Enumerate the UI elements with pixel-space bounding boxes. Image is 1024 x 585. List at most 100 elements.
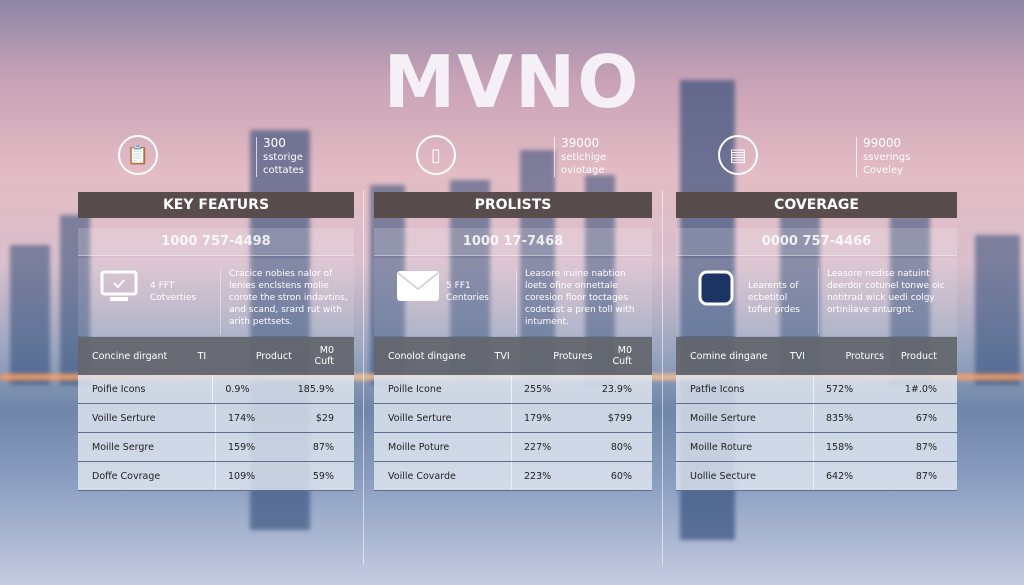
table-cell: 87%	[915, 441, 937, 453]
table-cell: 642%	[826, 470, 854, 482]
column-header[interactable]: Comine dingane	[690, 350, 768, 362]
table-cell: Moille Sergre	[78, 433, 216, 461]
envelope-icon	[396, 270, 440, 306]
clipboard-icon: 📋	[118, 135, 158, 175]
column-header[interactable]: Conolot dingane	[388, 350, 466, 362]
feature-row: 5 FF1 Centories Leasore iruine nabtion lo…	[374, 258, 652, 336]
stat-label: sstorige	[263, 152, 303, 163]
column-header[interactable]: M0 Cuft	[612, 345, 633, 367]
feature-description: Cracice nobies nalor of lenies enclstens…	[220, 268, 350, 334]
table-cell: Moille Serture	[676, 404, 814, 432]
phone-number[interactable]: 1000 17-7468	[374, 228, 652, 256]
table-cell: 59%	[312, 470, 334, 482]
table-cell: 67%	[915, 412, 937, 424]
feature-label-line: 4 FFT	[150, 281, 175, 291]
page-title: MVNO	[383, 40, 641, 124]
column-header[interactable]: Product	[900, 350, 937, 362]
table-cell: 80%	[610, 441, 632, 453]
table-cell: 223%	[524, 470, 552, 482]
feature-label: 5 FF1 Centories	[446, 280, 489, 304]
table-cell: 23.9%	[601, 383, 632, 395]
section-header: PROLISTS	[374, 192, 652, 218]
feature-label-line: tofier prdes	[748, 305, 800, 315]
table-cell: 179%	[524, 412, 552, 424]
table-row[interactable]: Voille Covarde 223% 60%	[374, 462, 652, 491]
data-table: Conolot dingane TVI Protures M0 Cuft Poille…	[374, 337, 652, 491]
column-header[interactable]: Proturcs	[845, 350, 885, 362]
monitor-check-icon	[100, 270, 138, 308]
table-cell: $29	[315, 412, 334, 424]
table-cell: 255%	[524, 383, 552, 395]
table-header: Concine dirgant TI Product M0 Cuft	[78, 337, 354, 375]
table-row[interactable]: Poifie Icons 0.9% 185.9%	[78, 375, 354, 404]
table-cell: 159%	[228, 441, 256, 453]
divider	[363, 190, 364, 565]
column-header[interactable]: M0 Cuft	[314, 345, 335, 367]
feature-label-line: Centories	[446, 293, 489, 303]
table-cell: 572%	[826, 383, 854, 395]
feature-label-line: Learents of	[748, 281, 799, 291]
stat-label: ssverings	[863, 152, 911, 163]
stat: 300 sstorige cottates	[256, 137, 304, 177]
table-cell: Moille Poture	[374, 433, 512, 461]
feature-description: Leasore iruine nabtion loets ofine onnet…	[516, 268, 646, 334]
phone-number[interactable]: 0000 757-4466	[676, 228, 957, 256]
feature-description: Leasore nedise natuint deerdor cotunel t…	[818, 268, 948, 334]
stat-label: Coveley	[863, 165, 904, 176]
table-cell: 109%	[228, 470, 256, 482]
table-row[interactable]: Doffe Covrage 109% 59%	[78, 462, 354, 491]
smartphone-icon: ▯	[416, 135, 456, 175]
column-header[interactable]: TI	[197, 350, 207, 362]
feature-label-line: ecbetitol	[748, 293, 788, 303]
table-cell: 87%	[312, 441, 334, 453]
table-row[interactable]: Voille Serture 179% $799	[374, 404, 652, 433]
table-cell: 185.9%	[297, 383, 334, 395]
table-cell: $799	[607, 412, 632, 424]
feature-label-line: Cotverties	[150, 293, 197, 303]
feature-row: Learents of ecbetitol tofier prdes Leasore…	[676, 258, 957, 336]
table-cell: 835%	[826, 412, 854, 424]
table-cell: 1#.0%	[904, 383, 937, 395]
stat: 39000 setichige oviotage	[554, 137, 606, 177]
table-cell: 60%	[610, 470, 632, 482]
table-cell: Patfie Icons	[676, 375, 814, 403]
section-header: COVERAGE	[676, 192, 957, 218]
section-header: KEY FEATURS	[78, 192, 354, 218]
table-row[interactable]: Moille Sergre 159% 87%	[78, 433, 354, 462]
table-row[interactable]: Poille Icone 255% 23.9%	[374, 375, 652, 404]
feature-label: 4 FFT Cotverties	[150, 280, 196, 304]
stat-label: oviotage	[561, 165, 605, 176]
table-row[interactable]: Moille Poture 227% 80%	[374, 433, 652, 462]
feature-label: Learents of ecbetitol tofier prdes	[748, 280, 800, 316]
table-row[interactable]: Moille Roture 158% 87%	[676, 433, 957, 462]
rounded-square-icon	[698, 270, 734, 310]
divider	[662, 190, 663, 565]
table-cell: 87%	[915, 470, 937, 482]
column-header[interactable]: Protures	[553, 350, 593, 362]
column-header[interactable]: Concine dirgant	[92, 350, 168, 362]
table-cell: 227%	[524, 441, 552, 453]
data-table: Concine dirgant TI Product M0 Cuft Poifie I…	[78, 337, 354, 491]
table-cell: Voille Covarde	[374, 462, 512, 490]
data-table: Comine dingane TVI Proturcs Product Patfie …	[676, 337, 957, 491]
feature-row: 4 FFT Cotverties Cracice nobies nalor of …	[78, 258, 354, 336]
column-header[interactable]: TVI	[494, 350, 510, 362]
table-row[interactable]: Uollie Secture 642% 87%	[676, 462, 957, 491]
table-cell: 174%	[228, 412, 256, 424]
table-row[interactable]: Moille Serture 835% 67%	[676, 404, 957, 433]
stat-label: setichige	[561, 152, 607, 163]
table-row[interactable]: Patfie Icons 572% 1#.0%	[676, 375, 957, 404]
column-header[interactable]: TVI	[789, 350, 805, 362]
document-icon: ▤	[718, 135, 758, 175]
phone-number[interactable]: 1000 757-4498	[78, 228, 354, 256]
table-cell: Doffe Covrage	[78, 462, 216, 490]
stat-value: 99000	[863, 136, 902, 150]
feature-label-line: 5 FF1	[446, 281, 471, 291]
table-cell: 158%	[826, 441, 854, 453]
table-cell: Voille Serture	[374, 404, 512, 432]
table-header: Comine dingane TVI Proturcs Product	[676, 337, 957, 375]
table-cell: Poifie Icons	[78, 375, 214, 403]
column-header[interactable]: Product	[255, 350, 292, 362]
stat-label: cottates	[263, 165, 304, 176]
table-row[interactable]: Voille Serture 174% $29	[78, 404, 354, 433]
